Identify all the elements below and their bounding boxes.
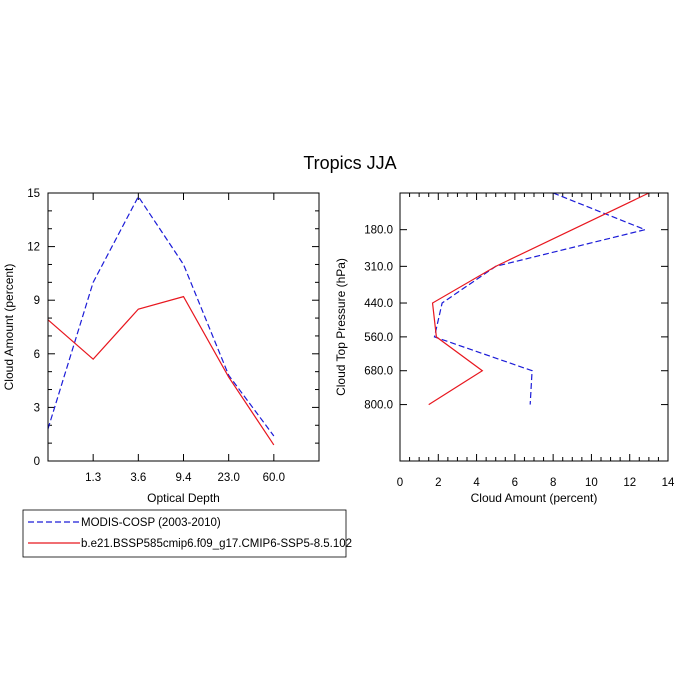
left-x-tick-label: 3.6 xyxy=(130,472,146,484)
right-y-tick-label: 440.0 xyxy=(364,298,393,310)
right-series-group xyxy=(428,192,650,406)
right-x-tick-label: 6 xyxy=(512,477,518,489)
right-x-tick-label: 12 xyxy=(623,477,636,489)
right-x-axis-label: Cloud Amount (percent) xyxy=(471,491,598,505)
right-y-axis-label: Cloud Top Pressure (hPa) xyxy=(334,258,348,396)
right-series-model-line xyxy=(428,192,650,406)
right-plot-frame xyxy=(399,192,669,462)
left-y-tick-label: 15 xyxy=(27,188,40,200)
left-x-tick-label: 1.3 xyxy=(85,472,101,484)
right-y-tick-label: 680.0 xyxy=(364,366,393,378)
left-y-axis-label: Cloud Amount (percent) xyxy=(2,264,16,391)
right-y-tick-label: 180.0 xyxy=(364,225,393,237)
right-x-tick-label: 2 xyxy=(435,477,441,489)
right-y-tick-label: 800.0 xyxy=(364,400,393,412)
legend-label-modis: MODIS-COSP (2003-2010) xyxy=(81,517,221,529)
right-x-tick-label: 10 xyxy=(585,477,598,489)
left-y-tick-label: 9 xyxy=(34,295,40,307)
left-plot-frame xyxy=(47,192,320,462)
left-x-tick-label: 60.0 xyxy=(263,472,285,484)
left-series-model-line xyxy=(47,295,275,446)
right-x-tick-label: 8 xyxy=(550,477,556,489)
right-tick-labels: 0 2 4 6 8 10 12 14 180.0 310.0 440.0 560.0 680.0 800.… xyxy=(364,225,675,489)
legend: MODIS-COSP (2003-2010) b.e21.BSSP585cmip… xyxy=(22,509,352,558)
cloud-top-pressure-panel: 0 2 4 6 8 10 12 14 180.0 310.0 440.0 560.0 680.0 800.… xyxy=(334,192,675,505)
left-x-tick-label: 9.4 xyxy=(176,472,193,484)
legend-label-model: b.e21.BSSP585cmip6.f09_g17.CMIP6-SSP5-8.… xyxy=(81,538,352,550)
right-x-tick-label: 4 xyxy=(473,477,480,489)
left-series-modis-line xyxy=(47,195,275,437)
legend-box xyxy=(22,509,347,558)
right-y-tick-label: 310.0 xyxy=(364,261,393,273)
left-axis-ticks xyxy=(48,192,319,462)
right-x-tick-label: 14 xyxy=(662,477,675,489)
left-tick-labels: 0 3 6 9 12 15 1.3 3.6 9.4 23.0 60.0 xyxy=(27,188,285,484)
right-x-tick-label: 0 xyxy=(397,477,403,489)
left-y-tick-label: 0 xyxy=(34,456,40,468)
left-x-tick-label: 23.0 xyxy=(217,472,239,484)
left-y-tick-label: 6 xyxy=(34,349,40,361)
left-y-tick-label: 3 xyxy=(34,402,40,414)
left-series-group xyxy=(47,195,275,446)
left-y-tick-label: 12 xyxy=(27,242,40,254)
figure-title: Tropics JJA xyxy=(303,153,396,173)
right-y-tick-label: 560.0 xyxy=(364,332,393,344)
right-series-modis-line xyxy=(433,192,647,405)
left-x-axis-label: Optical Depth xyxy=(147,491,220,505)
